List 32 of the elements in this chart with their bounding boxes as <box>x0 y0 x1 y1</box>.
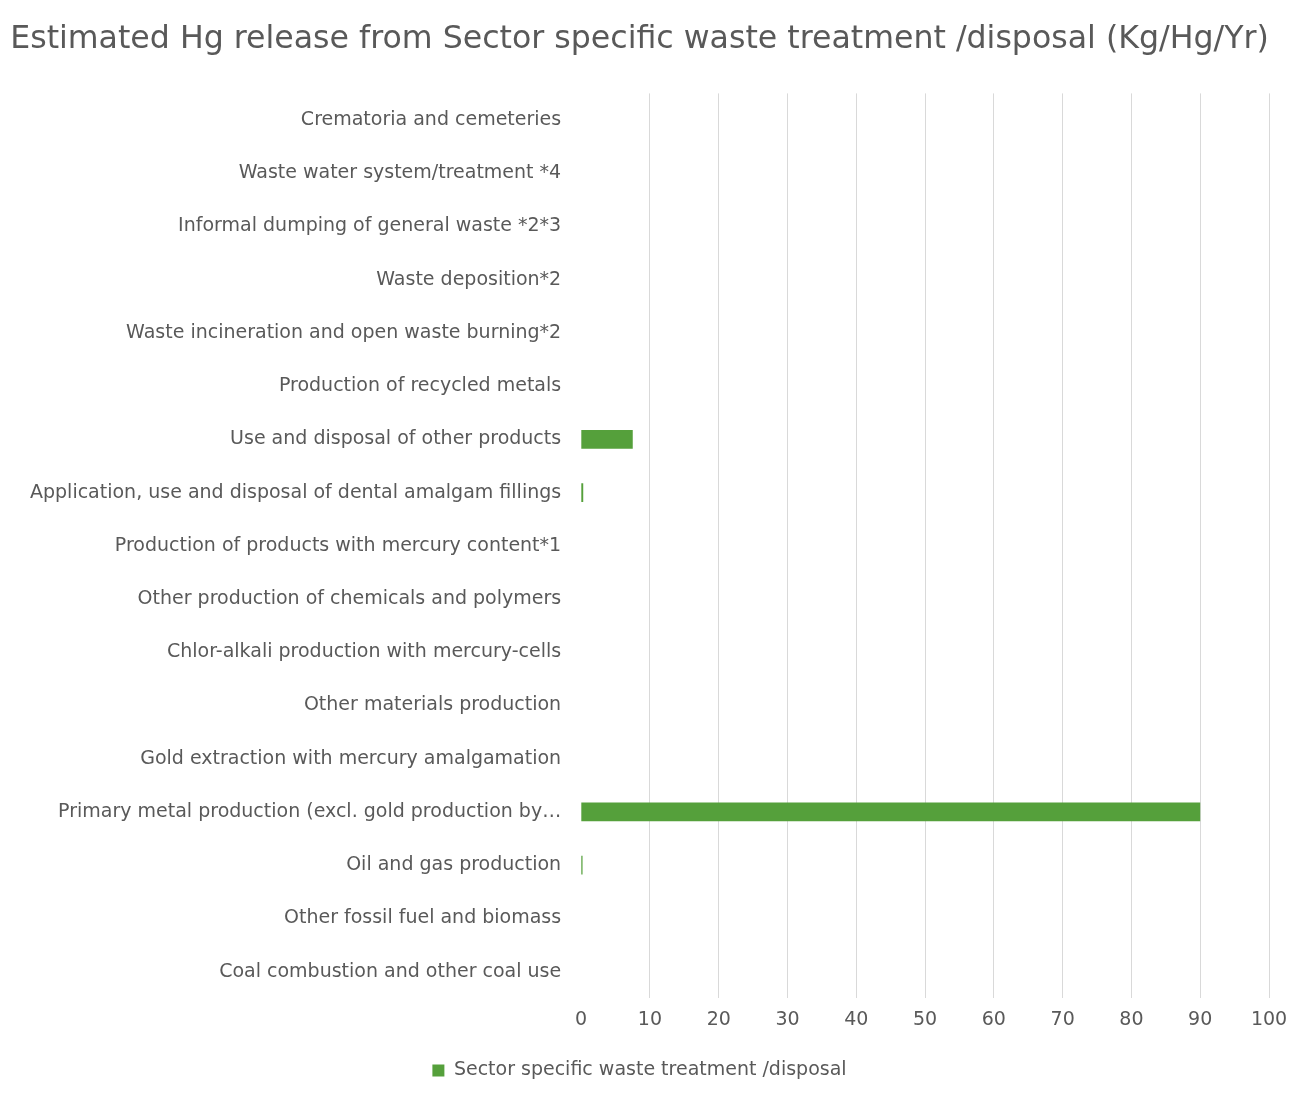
y-tick-label: Informal dumping of general waste *2*3 <box>178 213 562 236</box>
y-tick-label: Other production of chemicals and polymers <box>137 585 562 608</box>
y-tick-label: Other materials production <box>303 692 562 715</box>
y-tick-label: Production of products with mercury content*1 <box>114 532 562 555</box>
y-tick-label: Waste deposition*2 <box>376 266 562 289</box>
y-tick-label: Chlor-alkali production with mercury-cells <box>166 639 562 662</box>
x-tick-label: 60 <box>981 1006 1006 1029</box>
y-tick-label: Production of recycled metals <box>278 373 562 396</box>
y-tick-label: Application, use and disposal of dental amalgam fillings <box>29 479 562 502</box>
chart-title: Estimated Hg release from Sector specific waste treatment /disposal (Kg/Hg/Yr) <box>10 17 1269 55</box>
x-tick-label: 10 <box>637 1006 663 1029</box>
bar <box>581 430 633 449</box>
x-tick-label: 50 <box>912 1006 938 1029</box>
legend-label: Sector specific waste treatment /disposal <box>453 1057 847 1080</box>
x-tick-label: 0 <box>575 1006 588 1029</box>
x-tick-label: 40 <box>844 1006 869 1029</box>
y-tick-label: Other fossil fuel and biomass <box>284 905 562 928</box>
bar <box>581 802 1201 822</box>
y-tick-label: Primary metal production (excl. gold production by… <box>58 798 562 821</box>
y-tick-label: Coal combustion and other coal use <box>219 958 562 981</box>
y-tick-label: Waste water system/treatment *4 <box>238 160 562 183</box>
x-tick-label: 20 <box>706 1006 731 1029</box>
x-tick-label: 30 <box>775 1006 800 1029</box>
x-tick-label: 100 <box>1250 1006 1288 1029</box>
y-tick-label: Gold extraction with mercury amalgamation <box>140 745 562 768</box>
x-tick-label: 90 <box>1188 1006 1213 1029</box>
y-tick-label: Oil and gas production <box>346 852 562 875</box>
y-tick-label: Crematoria and cemeteries <box>300 106 562 129</box>
y-tick-label: Use and disposal of other products <box>230 426 562 449</box>
x-tick-label: 80 <box>1119 1006 1144 1029</box>
y-tick-label: Waste incineration and open waste burning*2 <box>126 319 562 342</box>
x-tick-label: 70 <box>1050 1006 1075 1029</box>
